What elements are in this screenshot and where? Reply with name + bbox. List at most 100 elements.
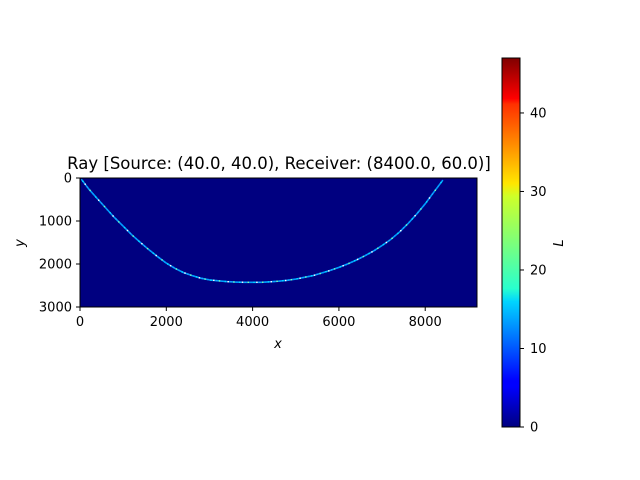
ray-cell xyxy=(336,267,339,269)
ray-cell xyxy=(239,281,241,283)
ray-cell xyxy=(106,209,108,211)
ray-cell xyxy=(391,237,393,239)
ray-cell xyxy=(299,277,301,279)
ray-cell xyxy=(333,268,336,270)
y-tick-label: 0 xyxy=(64,172,72,187)
ray-cell xyxy=(426,201,428,203)
ray-cell xyxy=(121,224,123,226)
ray-cell xyxy=(371,251,373,253)
ray-cell xyxy=(279,280,281,282)
ray-cell xyxy=(276,280,278,282)
ray-cell xyxy=(270,281,272,283)
ray-cell xyxy=(385,241,388,244)
ray-cell xyxy=(192,275,195,277)
ray-cell xyxy=(388,239,390,242)
ray-cell xyxy=(236,281,238,283)
ray-cell xyxy=(423,204,425,207)
ray-cell xyxy=(218,280,221,282)
ray-cell xyxy=(144,245,146,247)
ray-cell xyxy=(187,273,189,275)
ray-cell xyxy=(414,215,416,217)
ray-cell xyxy=(282,280,284,282)
ray-cell xyxy=(379,245,382,248)
ray-cell xyxy=(132,235,134,237)
y-tick-label: 2000 xyxy=(39,258,72,273)
ray-cell xyxy=(109,212,111,214)
ray-cell xyxy=(82,180,84,182)
ray-cell xyxy=(351,261,353,263)
y-tick-label: 3000 xyxy=(39,301,72,316)
ray-cell xyxy=(169,265,172,267)
colorbar-ticks: 0 10 20 30 40 xyxy=(520,106,547,436)
ray-cell xyxy=(322,271,324,274)
ray-cell xyxy=(293,278,295,280)
ray-cell xyxy=(233,281,235,283)
ray-cell xyxy=(247,281,249,283)
x-axis-label: x xyxy=(273,337,282,352)
ray-cell xyxy=(262,281,264,283)
ray-cell xyxy=(310,275,313,277)
ray-cell xyxy=(437,185,439,188)
ray-cell xyxy=(103,205,106,208)
colorbar-tick-label: 30 xyxy=(530,185,547,200)
ray-cell xyxy=(408,221,411,223)
ray-cell xyxy=(221,280,224,282)
ray-cell xyxy=(201,277,203,280)
heatmap-panel xyxy=(79,177,478,308)
ray-cell xyxy=(374,249,376,251)
ray-cell xyxy=(377,247,379,249)
ray-cell xyxy=(123,226,126,229)
x-axis-ticks: 0 2000 4000 6000 8000 xyxy=(76,307,442,330)
heatmap-frame xyxy=(79,177,478,308)
ray-cell xyxy=(420,208,422,210)
heatmap-background xyxy=(80,178,477,307)
ray-cell xyxy=(342,265,344,267)
ray-cell xyxy=(115,218,117,220)
ray-cell xyxy=(328,270,330,272)
y-axis-label: y xyxy=(13,239,28,248)
ray-cell xyxy=(359,257,362,259)
ray-cell xyxy=(402,227,405,229)
ray-cell xyxy=(431,193,434,195)
ray-cell xyxy=(198,277,201,279)
colorbar-tick-label: 10 xyxy=(530,342,547,357)
ray-cell xyxy=(319,272,321,275)
ray-cell xyxy=(400,230,402,232)
ray-cell xyxy=(345,263,347,266)
ray-cell xyxy=(244,281,247,283)
ray-cell xyxy=(126,229,129,232)
ray-cell xyxy=(152,252,155,254)
colorbar-tick-label: 40 xyxy=(530,106,547,121)
ray-cell xyxy=(287,279,290,281)
ray-cell xyxy=(155,254,157,257)
ray-cell xyxy=(411,218,413,220)
ray-line xyxy=(80,178,444,284)
ray-cell xyxy=(184,272,186,274)
ray-cell xyxy=(365,254,367,256)
ray-cell xyxy=(89,189,91,192)
ray-cell xyxy=(339,266,342,268)
ray-cell xyxy=(382,243,385,246)
ray-cell xyxy=(397,232,399,235)
ray-cell xyxy=(167,263,169,265)
ray-cell xyxy=(354,260,356,262)
x-tick-label: 4000 xyxy=(236,315,269,330)
ray-cell xyxy=(158,257,160,259)
ray-cell xyxy=(259,281,261,283)
ray-cell xyxy=(195,276,198,278)
ray-cell xyxy=(112,215,114,217)
ray-cell xyxy=(241,281,244,283)
ray-cell xyxy=(98,199,100,201)
ray-cell xyxy=(146,247,149,250)
ray-cell xyxy=(267,281,270,283)
ray-cell xyxy=(405,224,408,226)
ray-cell xyxy=(138,240,140,242)
ray-cell xyxy=(227,281,229,283)
chart-title: Ray [Source: (40.0, 40.0), Receiver: (84… xyxy=(67,154,491,173)
ray-cell xyxy=(118,221,120,223)
ray-cell xyxy=(253,281,255,283)
ray-cell xyxy=(161,259,163,261)
colorbar-tick-label: 20 xyxy=(530,263,547,278)
ray-cell xyxy=(178,269,180,272)
